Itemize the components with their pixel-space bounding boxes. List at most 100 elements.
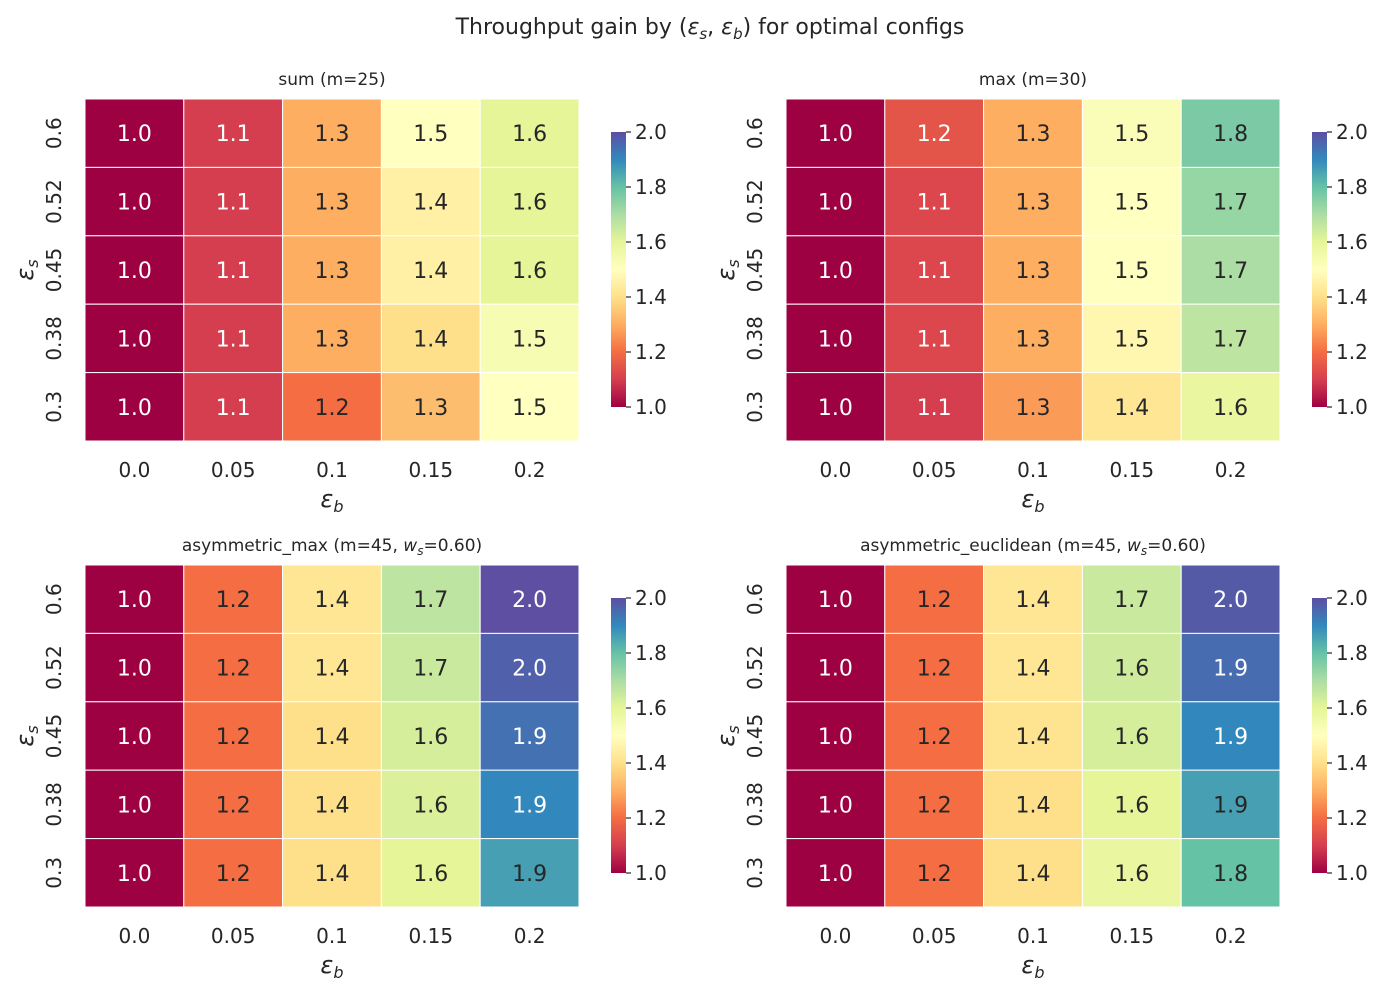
cell-value-label: 1.4 <box>315 657 350 682</box>
y-tick-label: 0.3 <box>743 391 767 423</box>
cell-value-label: 1.6 <box>1213 396 1248 421</box>
cell-value-label: 1.0 <box>818 793 853 818</box>
panel-title: asymmetric_max (m=45, ws=0.60) <box>182 536 482 558</box>
heatmap-cell <box>884 564 985 634</box>
y-tick-label: 0.45 <box>42 714 66 759</box>
colorbar-tick-label: 2.0 <box>635 586 667 610</box>
heatmap-cell <box>785 564 886 634</box>
cell-value-label: 1.1 <box>917 259 952 284</box>
heatmap-cell <box>983 166 1083 237</box>
colorbar-tick-label: 1.6 <box>1336 696 1368 720</box>
y-tick-label: 0.38 <box>42 782 66 827</box>
heatmap-cell <box>884 235 985 305</box>
colorbar-tick-label: 1.4 <box>635 751 667 775</box>
y-tick-label: 0.45 <box>743 714 767 759</box>
heatmap-panel: sum (m=25) 1.0 1.1 1.3 1.5 1.6 1.0 1.1 1.3 1.4 1.6… <box>11 70 667 516</box>
cell-value-label: 1.4 <box>1016 793 1051 818</box>
heatmap-cell <box>983 303 1083 374</box>
heatmap-cell <box>1081 372 1182 442</box>
heatmap-cell <box>884 769 985 840</box>
cell-value-label: 1.2 <box>216 657 251 682</box>
cell-value-label: 1.5 <box>1114 259 1149 284</box>
colorbar-tick-label: 1.2 <box>635 340 667 364</box>
cell-value-label: 2.0 <box>512 588 547 613</box>
y-tick-label: 0.6 <box>743 117 767 149</box>
heatmap-cell <box>983 98 1083 168</box>
heatmap-cell <box>1081 564 1182 634</box>
heatmap-cell <box>479 166 580 237</box>
y-axis-label: εs <box>11 725 42 746</box>
cell-value-label: 1.6 <box>1114 725 1149 750</box>
cell-value-label: 1.4 <box>315 862 350 887</box>
heatmap-cell <box>84 166 185 237</box>
heatmap-cell <box>183 564 284 634</box>
cell-value-label: 1.6 <box>413 862 448 887</box>
x-axis-label: εb <box>320 951 343 982</box>
colorbar-tick-label: 1.2 <box>1336 340 1368 364</box>
colorbar-tick-label: 1.8 <box>1336 641 1368 665</box>
heatmap-cell <box>785 98 886 168</box>
heatmap-cell <box>479 769 580 840</box>
heatmap-cell <box>1180 632 1281 703</box>
cell-value-label: 1.0 <box>818 259 853 284</box>
heatmap-cell <box>785 303 886 374</box>
x-tick-label: 0.15 <box>409 924 454 948</box>
colorbar-tick-label: 2.0 <box>635 120 667 144</box>
cell-value-label: 1.0 <box>117 588 152 613</box>
colorbar <box>1312 598 1327 873</box>
heatmap-cell <box>479 98 580 168</box>
cell-value-label: 1.0 <box>117 657 152 682</box>
y-tick-label: 0.38 <box>42 316 66 361</box>
y-tick-label: 0.45 <box>42 248 66 293</box>
cell-value-label: 1.0 <box>818 396 853 421</box>
y-tick-label: 0.3 <box>42 857 66 889</box>
x-tick-label: 0.0 <box>819 924 851 948</box>
heatmap-cell <box>785 166 886 237</box>
heatmap-cell <box>785 235 886 305</box>
x-tick-label: 0.05 <box>912 924 957 948</box>
cell-value-label: 1.6 <box>512 191 547 216</box>
heatmap-cell <box>1180 98 1281 168</box>
heatmap-cell <box>1180 166 1281 237</box>
heatmap-cell <box>282 632 382 703</box>
heatmap-cell <box>380 303 481 374</box>
y-axis-label: εs <box>712 725 743 746</box>
heatmap-cell <box>884 701 985 771</box>
x-tick-label: 0.2 <box>1215 924 1247 948</box>
heatmap-cell <box>380 632 481 703</box>
cell-value-label: 1.5 <box>512 327 547 352</box>
heatmap-cell <box>84 769 185 840</box>
heatmap-cell <box>282 166 382 237</box>
y-axis-label: εs <box>11 259 42 280</box>
x-tick-label: 0.0 <box>118 924 150 948</box>
cell-value-label: 1.0 <box>117 122 152 147</box>
heatmap-cell <box>983 564 1083 634</box>
x-tick-label: 0.05 <box>912 458 957 482</box>
cell-value-label: 1.1 <box>216 122 251 147</box>
x-axis-label: εb <box>1021 951 1044 982</box>
cell-value-label: 1.6 <box>512 259 547 284</box>
cell-value-label: 1.4 <box>1016 588 1051 613</box>
cell-value-label: 1.1 <box>917 191 952 216</box>
x-tick-label: 0.0 <box>118 458 150 482</box>
x-tick-label: 0.2 <box>514 458 546 482</box>
cell-value-label: 1.5 <box>1114 122 1149 147</box>
heatmap-cell <box>183 372 284 442</box>
colorbar-tick-label: 1.8 <box>635 175 667 199</box>
cell-value-label: 1.8 <box>1213 122 1248 147</box>
x-tick-label: 0.15 <box>1110 924 1155 948</box>
y-tick-label: 0.6 <box>743 583 767 615</box>
x-tick-label: 0.1 <box>316 458 348 482</box>
y-tick-label: 0.52 <box>42 179 66 224</box>
panel-title: asymmetric_euclidean (m=45, ws=0.60) <box>860 536 1206 558</box>
heatmap-cell <box>479 632 580 703</box>
heatmap-cell <box>983 235 1083 305</box>
heatmap-cell <box>282 701 382 771</box>
colorbar-tick-label: 1.0 <box>635 395 667 419</box>
cell-value-label: 1.9 <box>512 725 547 750</box>
cell-value-label: 1.0 <box>818 122 853 147</box>
colorbar <box>611 598 626 873</box>
heatmap-cell <box>380 838 481 908</box>
panel-title: max (m=30) <box>979 70 1087 90</box>
heatmap-cell <box>84 303 185 374</box>
